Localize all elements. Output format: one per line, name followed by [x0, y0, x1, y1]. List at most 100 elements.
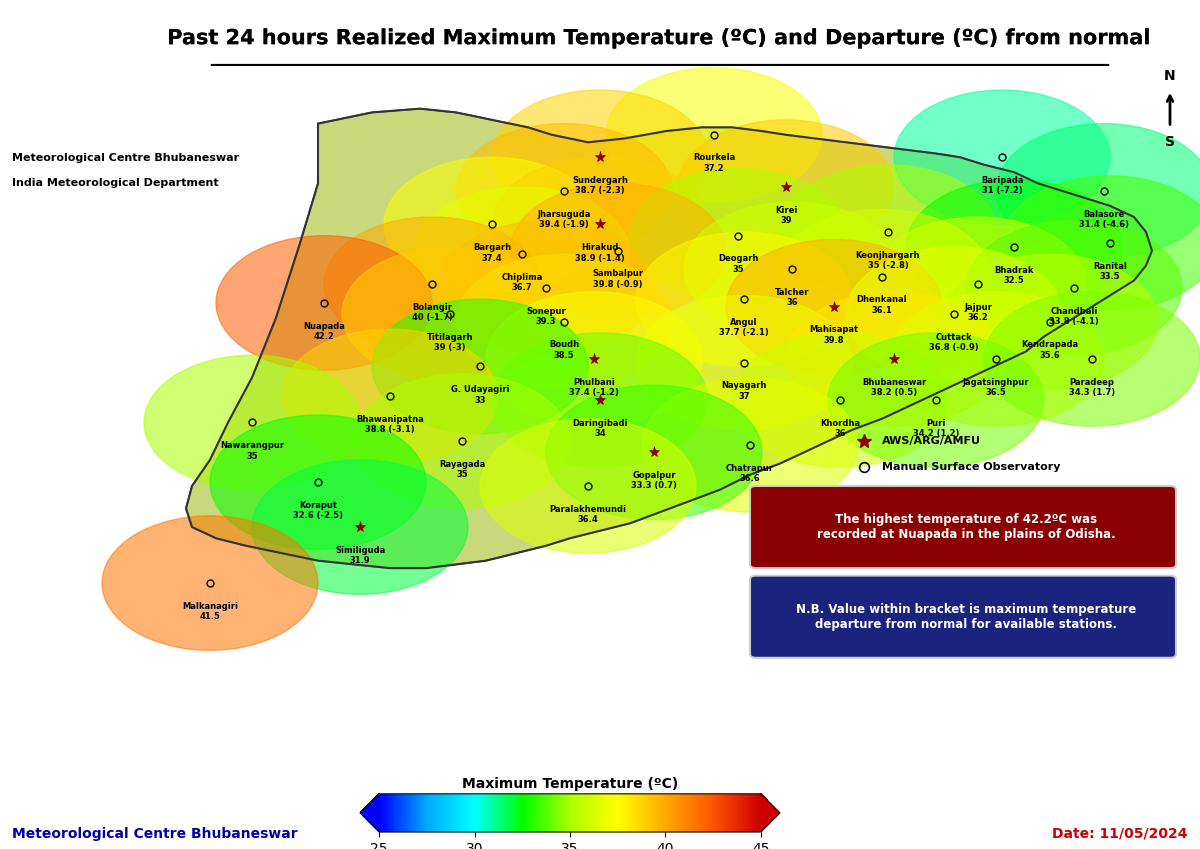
Circle shape: [636, 295, 852, 430]
Text: Sonepur
39.3: Sonepur 39.3: [526, 306, 566, 326]
Circle shape: [546, 385, 762, 520]
FancyBboxPatch shape: [750, 486, 1176, 568]
Text: Nawarangpur
35: Nawarangpur 35: [220, 441, 284, 460]
Title: Maximum Temperature (ºC): Maximum Temperature (ºC): [462, 777, 678, 791]
Text: Phulbani
37.4 (-1.2): Phulbani 37.4 (-1.2): [569, 378, 619, 397]
Text: Similiguda
31.9: Similiguda 31.9: [335, 546, 385, 565]
Text: Hirakud
38.9 (-1.4): Hirakud 38.9 (-1.4): [575, 243, 625, 262]
Circle shape: [210, 415, 426, 549]
Circle shape: [324, 217, 540, 351]
Text: Koraput
32.6 (-2.5): Koraput 32.6 (-2.5): [293, 501, 343, 520]
Text: Nayagarh
37: Nayagarh 37: [721, 381, 767, 401]
Text: Mahisapat
39.8: Mahisapat 39.8: [810, 325, 858, 345]
Circle shape: [282, 329, 498, 464]
Text: Baripada
31 (-7.2): Baripada 31 (-7.2): [980, 176, 1024, 195]
Text: Ranital
33.5: Ranital 33.5: [1093, 261, 1127, 281]
Text: Rayagada
35: Rayagada 35: [439, 460, 485, 479]
Text: Kirei
39: Kirei 39: [775, 205, 797, 225]
Circle shape: [678, 120, 894, 255]
Text: Manual Surface Observatory: Manual Surface Observatory: [882, 463, 1061, 472]
Text: Chiplima
36.7: Chiplima 36.7: [502, 273, 542, 292]
Circle shape: [894, 90, 1110, 224]
Circle shape: [642, 378, 858, 512]
Circle shape: [486, 292, 702, 426]
Text: Titilagarh
39 (-3): Titilagarh 39 (-3): [427, 333, 473, 352]
Circle shape: [780, 165, 996, 299]
Text: AWS/ARG/AMFU: AWS/ARG/AMFU: [882, 436, 982, 446]
Circle shape: [888, 292, 1104, 426]
Text: Dhenkanal
36.1: Dhenkanal 36.1: [857, 295, 907, 315]
Circle shape: [984, 292, 1200, 426]
Circle shape: [216, 236, 432, 370]
Text: Rourkela
37.2: Rourkela 37.2: [692, 154, 736, 173]
Text: Bolangir
40 (-1.7): Bolangir 40 (-1.7): [412, 303, 452, 323]
Text: Paradeep
34.3 (1.7): Paradeep 34.3 (1.7): [1069, 378, 1115, 397]
Text: N: N: [1164, 69, 1176, 82]
Circle shape: [492, 90, 708, 224]
Text: N.B. Value within bracket is maximum temperature
departure from normal for avail: N.B. Value within bracket is maximum tem…: [796, 603, 1136, 631]
Circle shape: [144, 355, 360, 490]
Circle shape: [906, 180, 1122, 314]
Text: Sambalpur
39.8 (-0.9): Sambalpur 39.8 (-0.9): [593, 269, 643, 289]
Text: Talcher
36: Talcher 36: [775, 288, 809, 307]
Circle shape: [786, 292, 1002, 426]
Text: Chandbali
33.8 (-4.1): Chandbali 33.8 (-4.1): [1049, 306, 1099, 326]
Text: Bhawanipatna
38.8 (-3.1): Bhawanipatna 38.8 (-3.1): [356, 415, 424, 435]
Circle shape: [684, 202, 900, 336]
Circle shape: [726, 239, 942, 374]
Text: Puri
34.2 (1.2): Puri 34.2 (1.2): [913, 419, 959, 438]
Circle shape: [456, 124, 672, 258]
Text: Bargarh
37.4: Bargarh 37.4: [473, 243, 511, 262]
Circle shape: [414, 187, 630, 322]
Text: Deogarh
35: Deogarh 35: [718, 255, 758, 273]
Text: Paralakhemundi
36.4: Paralakhemundi 36.4: [550, 504, 626, 524]
Text: Meteorological Centre Bhubaneswar: Meteorological Centre Bhubaneswar: [12, 827, 298, 841]
Text: Malkanagiri
41.5: Malkanagiri 41.5: [182, 602, 238, 621]
Text: Jagatsinghpur
36.5: Jagatsinghpur 36.5: [962, 378, 1030, 397]
Circle shape: [384, 157, 600, 292]
Text: Boudh
38.5: Boudh 38.5: [548, 340, 580, 360]
Text: Meteorological Centre Bhubaneswar: Meteorological Centre Bhubaneswar: [12, 153, 239, 163]
FancyBboxPatch shape: [750, 576, 1176, 658]
Circle shape: [996, 124, 1200, 258]
Circle shape: [456, 255, 672, 389]
Circle shape: [828, 333, 1044, 467]
Circle shape: [372, 299, 588, 434]
Circle shape: [252, 460, 468, 594]
Circle shape: [942, 255, 1158, 389]
Circle shape: [342, 247, 558, 381]
Circle shape: [606, 68, 822, 202]
Text: Jajpur
36.2: Jajpur 36.2: [964, 303, 992, 323]
Circle shape: [774, 210, 990, 344]
Text: The highest temperature of 42.2ºC was
recorded at Nuapada in the plains of Odish: The highest temperature of 42.2ºC was re…: [817, 513, 1115, 541]
Circle shape: [492, 157, 708, 292]
Text: Keonjhargarh
35 (-2.8): Keonjhargarh 35 (-2.8): [856, 250, 920, 270]
Circle shape: [492, 333, 708, 467]
Text: Daringibadi
34: Daringibadi 34: [572, 419, 628, 438]
Circle shape: [966, 221, 1182, 355]
Circle shape: [1002, 176, 1200, 311]
Text: Angul
37.7 (-2.1): Angul 37.7 (-2.1): [719, 318, 769, 337]
Text: Bhubaneswar
38.2 (0.5): Bhubaneswar 38.2 (0.5): [862, 378, 926, 397]
Text: Gopalpur
33.3 (0.7): Gopalpur 33.3 (0.7): [631, 471, 677, 491]
Text: Past 24 hours Realized Maximum Temperature (ºC) and Departure (ºC) from normal: Past 24 hours Realized Maximum Temperatu…: [167, 28, 1153, 48]
Circle shape: [870, 217, 1086, 351]
Circle shape: [438, 221, 654, 355]
Text: Bhadrak
32.5: Bhadrak 32.5: [995, 266, 1033, 285]
Circle shape: [732, 333, 948, 467]
Circle shape: [354, 374, 570, 509]
Text: Nuapada
42.2: Nuapada 42.2: [304, 322, 344, 341]
Circle shape: [630, 168, 846, 303]
PathPatch shape: [360, 794, 379, 832]
Text: Balasore
31.4 (-4.6): Balasore 31.4 (-4.6): [1079, 210, 1129, 229]
PathPatch shape: [761, 794, 780, 832]
Circle shape: [510, 183, 726, 318]
Polygon shape: [186, 109, 1152, 568]
Text: Sundergarh
38.7 (-2.3): Sundergarh 38.7 (-2.3): [572, 176, 628, 195]
Circle shape: [480, 419, 696, 554]
Text: India Meteorological Department: India Meteorological Department: [12, 178, 218, 188]
Text: Cuttack
36.8 (-0.9): Cuttack 36.8 (-0.9): [929, 333, 979, 352]
Text: Khordha
36: Khordha 36: [820, 419, 860, 438]
Text: G. Udayagiri
33: G. Udayagiri 33: [451, 385, 509, 404]
Circle shape: [846, 247, 1062, 381]
